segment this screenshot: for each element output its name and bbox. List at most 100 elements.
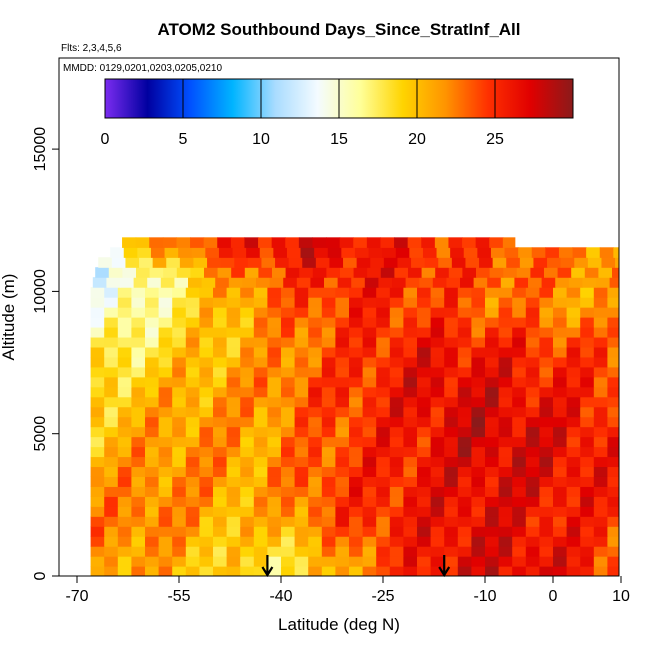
heatmap-cell bbox=[349, 526, 364, 537]
heatmap-cell bbox=[321, 317, 336, 328]
heatmap-cell bbox=[190, 267, 205, 278]
heatmap-cell bbox=[185, 456, 200, 468]
heatmap-cell bbox=[122, 267, 137, 278]
heatmap-cell bbox=[635, 347, 649, 358]
heatmap-cell bbox=[267, 376, 282, 388]
heatmap-cell bbox=[308, 466, 323, 477]
heatmap-cell bbox=[607, 416, 619, 428]
heatmap-cell bbox=[335, 416, 350, 428]
heatmap-cell bbox=[609, 277, 619, 288]
heatmap-cell bbox=[457, 307, 472, 318]
heatmap-cell bbox=[471, 366, 486, 378]
y-tick-label: 10000 bbox=[32, 269, 49, 314]
heatmap-cell bbox=[213, 476, 228, 487]
heatmap-cell bbox=[498, 416, 513, 428]
heatmap-cell bbox=[635, 486, 649, 497]
heatmap-cell bbox=[553, 466, 568, 477]
heatmap-cell bbox=[525, 426, 540, 438]
heatmap-cell bbox=[349, 456, 364, 468]
heatmap-cell bbox=[104, 287, 119, 298]
heatmap-cell bbox=[487, 277, 502, 288]
heatmap-cell bbox=[621, 427, 635, 438]
heatmap-cell bbox=[525, 287, 540, 298]
heatmap-cell bbox=[553, 317, 568, 328]
heatmap-cell bbox=[593, 406, 608, 418]
heatmap-cell bbox=[362, 396, 377, 408]
heatmap-cell bbox=[362, 506, 377, 517]
heatmap-cell bbox=[593, 336, 608, 348]
heatmap-cell bbox=[383, 257, 399, 268]
heatmap-cell bbox=[621, 377, 635, 388]
heatmap-cell bbox=[403, 526, 418, 537]
heatmap-cell bbox=[525, 307, 540, 318]
heatmap-cell bbox=[131, 506, 146, 517]
heatmap-cell bbox=[566, 297, 581, 308]
heatmap-cell bbox=[226, 466, 241, 477]
heatmap-cell bbox=[394, 237, 409, 248]
heatmap-cell bbox=[403, 336, 418, 348]
heatmap-cell bbox=[188, 277, 203, 288]
heatmap-cell bbox=[593, 416, 608, 428]
heatmap-cell bbox=[351, 277, 366, 288]
heatmap-cell bbox=[403, 566, 418, 576]
heatmap-cell bbox=[104, 526, 119, 537]
heatmap-cell bbox=[417, 297, 432, 308]
heatmap-cell bbox=[457, 287, 472, 298]
heatmap-cell bbox=[621, 506, 635, 517]
heatmap-cell bbox=[525, 446, 540, 458]
heatmap-cell bbox=[539, 486, 554, 497]
heatmap-cell bbox=[485, 366, 500, 378]
heatmap-cell bbox=[253, 297, 268, 308]
heatmap-cell bbox=[294, 506, 309, 517]
heatmap-cell bbox=[601, 257, 616, 268]
heatmap-cell bbox=[525, 546, 540, 557]
heatmap-cell bbox=[635, 377, 649, 388]
heatmap-cell bbox=[104, 556, 119, 567]
heatmap-cell bbox=[131, 366, 146, 378]
heatmap-cell bbox=[335, 366, 350, 378]
heatmap-cell bbox=[444, 536, 459, 547]
heatmap-cell bbox=[593, 516, 608, 527]
heatmap-cell bbox=[145, 287, 160, 298]
heatmap-cell bbox=[349, 536, 364, 547]
chart-title: ATOM2 Southbound Days_Since_StratInf_All bbox=[157, 20, 520, 39]
heatmap-cell bbox=[635, 357, 649, 368]
heatmap-cell bbox=[430, 566, 445, 576]
heatmap-cell bbox=[580, 556, 595, 567]
heatmap-cell bbox=[193, 257, 208, 268]
heatmap-cell bbox=[104, 516, 119, 527]
heatmap-cell bbox=[321, 546, 336, 557]
heatmap-cell bbox=[607, 346, 619, 358]
heatmap-cell bbox=[580, 546, 595, 557]
heatmap-cell bbox=[457, 386, 472, 398]
heatmap-cell bbox=[299, 267, 314, 278]
heatmap-cell bbox=[314, 247, 329, 258]
heatmap-cell bbox=[621, 476, 635, 487]
heatmap-cell bbox=[90, 506, 105, 517]
heatmap-cell bbox=[635, 476, 649, 487]
heatmap-cell bbox=[172, 416, 187, 428]
heatmap-cell bbox=[525, 346, 540, 358]
heatmap-cell bbox=[125, 257, 140, 268]
heatmap-cell bbox=[281, 396, 296, 408]
heatmap-cell bbox=[281, 307, 296, 318]
heatmap-cell bbox=[479, 257, 494, 268]
heatmap-cell bbox=[512, 346, 527, 358]
heatmap-cell bbox=[213, 566, 228, 576]
heatmap-cell bbox=[294, 346, 309, 358]
heatmap-cell bbox=[417, 396, 432, 408]
heatmap-cell bbox=[123, 247, 138, 258]
heatmap-cell bbox=[104, 406, 119, 418]
heatmap-cell bbox=[213, 307, 228, 318]
heatmap-cell bbox=[635, 437, 649, 448]
heatmap-cell bbox=[158, 396, 173, 408]
heatmap-cell bbox=[226, 336, 241, 348]
heatmap-cell bbox=[335, 336, 350, 348]
heatmap-cell bbox=[376, 526, 391, 537]
heatmap-cell bbox=[158, 376, 173, 388]
heatmap-cell bbox=[246, 247, 261, 258]
heatmap-cell bbox=[457, 406, 472, 418]
heatmap-cell bbox=[438, 257, 453, 268]
heatmap-cell bbox=[621, 397, 635, 408]
heatmap-cell bbox=[321, 526, 336, 537]
